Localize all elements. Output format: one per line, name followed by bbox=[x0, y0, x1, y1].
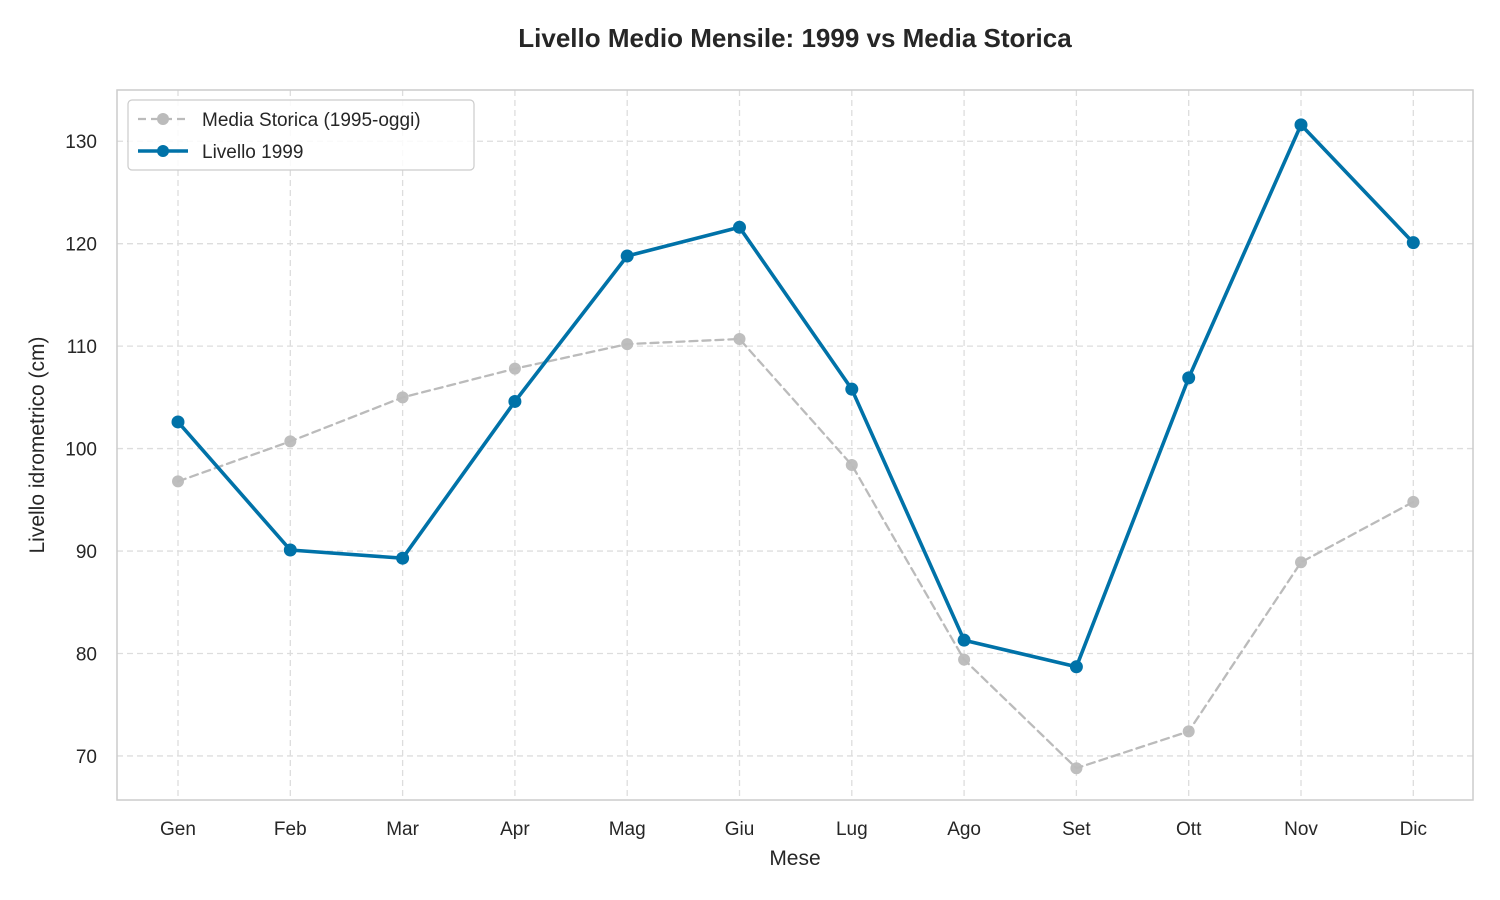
x-tick-label-gen: Gen bbox=[160, 819, 196, 840]
data-point-media-storica-1995-oggi-mar bbox=[396, 391, 409, 404]
plot-area-frame bbox=[116, 89, 1474, 801]
y-tick-label: 110 bbox=[67, 337, 97, 358]
x-tick-label-apr: Apr bbox=[500, 819, 530, 840]
data-point-media-storica-1995-oggi-ago bbox=[958, 653, 971, 666]
series bbox=[171, 118, 1420, 775]
data-point-media-storica-1995-oggi-ott bbox=[1182, 725, 1195, 738]
series-media-storica-1995-oggi bbox=[172, 332, 1420, 775]
legend-marker-livello-1999 bbox=[157, 145, 169, 157]
legend: Media Storica (1995-oggi) Livello 1999 bbox=[127, 99, 475, 171]
x-axis-ticks: Gen Feb Mar Apr Mag Giu Lug Ago Set Ott Nov Dic bbox=[160, 819, 1427, 840]
data-point-media-storica-1995-oggi-nov bbox=[1295, 556, 1307, 569]
data-point-livello-1999-ott bbox=[1182, 371, 1196, 385]
x-tick-label-ago: Ago bbox=[947, 819, 981, 840]
x-tick-label-lug: Lug bbox=[836, 819, 868, 840]
data-point-livello-1999-giu bbox=[733, 220, 746, 234]
y-axis-ticks: 70 80 90 100 110 120 130 bbox=[65, 132, 97, 768]
legend-label-livello-1999: Livello 1999 bbox=[202, 142, 303, 163]
x-tick-label-mar: Mar bbox=[386, 819, 419, 840]
series-line-media-storica-1995-oggi bbox=[176, 337, 1415, 770]
x-tick-label-ott: Ott bbox=[1176, 819, 1202, 840]
data-point-livello-1999-set bbox=[1069, 660, 1083, 674]
data-point-media-storica-1995-oggi-set bbox=[1070, 762, 1083, 775]
legend-label-media-storica: Media Storica (1995-oggi) bbox=[202, 110, 421, 131]
x-axis-label: Mese bbox=[769, 847, 820, 870]
data-point-media-storica-1995-oggi-apr bbox=[508, 362, 521, 375]
y-axis-label: Livello idrometrico (cm) bbox=[26, 336, 49, 553]
data-point-livello-1999-apr bbox=[508, 394, 522, 408]
x-tick-label-set: Set bbox=[1062, 819, 1091, 840]
data-point-livello-1999-gen bbox=[171, 415, 185, 429]
x-tick-label-mag: Mag bbox=[609, 819, 646, 840]
x-tick-label-feb: Feb bbox=[274, 819, 307, 840]
chart-title: Livello Medio Mensile: 1999 vs Media Sto… bbox=[518, 23, 1072, 53]
series-livello-1999 bbox=[171, 118, 1420, 674]
data-point-livello-1999-mar bbox=[396, 551, 410, 565]
y-tick-label: 80 bbox=[76, 644, 97, 665]
data-point-media-storica-1995-oggi-feb bbox=[284, 435, 297, 448]
y-tick-label: 120 bbox=[65, 235, 97, 256]
data-point-media-storica-1995-oggi-lug bbox=[845, 458, 858, 471]
data-point-livello-1999-lug bbox=[845, 382, 859, 396]
y-tick-label: 90 bbox=[76, 542, 97, 563]
y-tick-label: 130 bbox=[65, 132, 97, 153]
data-point-media-storica-1995-oggi-gen bbox=[172, 475, 184, 488]
data-point-media-storica-1995-oggi-mag bbox=[621, 338, 634, 351]
series-line-livello-1999 bbox=[176, 123, 1416, 669]
data-point-livello-1999-feb bbox=[283, 543, 297, 557]
y-tick-label: 70 bbox=[76, 747, 97, 768]
data-point-livello-1999-dic bbox=[1406, 236, 1420, 250]
data-point-livello-1999-ago bbox=[957, 633, 971, 647]
data-point-media-storica-1995-oggi-dic bbox=[1407, 495, 1420, 508]
legend-marker-media-storica bbox=[157, 113, 169, 125]
data-point-livello-1999-nov bbox=[1294, 118, 1308, 132]
data-point-livello-1999-mag bbox=[620, 249, 634, 263]
grid bbox=[117, 90, 1473, 800]
x-tick-label-nov: Nov bbox=[1284, 819, 1318, 840]
x-tick-label-dic: Dic bbox=[1400, 819, 1427, 840]
y-tick-label: 100 bbox=[65, 440, 97, 461]
legend-box bbox=[127, 99, 475, 171]
data-point-media-storica-1995-oggi-giu bbox=[733, 332, 746, 345]
x-tick-label-giu: Giu bbox=[725, 819, 755, 840]
